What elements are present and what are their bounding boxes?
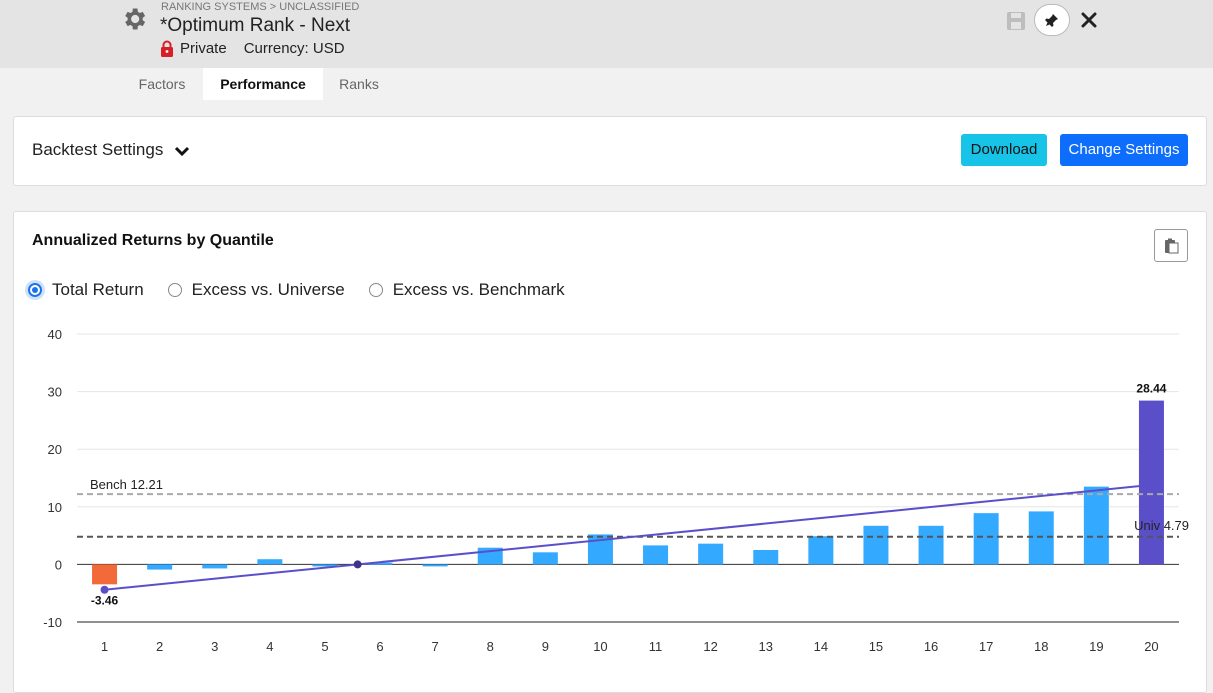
x-tick-label: 12 — [703, 639, 717, 654]
x-tick-label: 1 — [101, 639, 108, 654]
y-tick-label: 40 — [48, 327, 62, 342]
bar — [753, 550, 779, 565]
chart-panel: 40 30 20 10 0 -10 1 2 3 4 5 6 7 8 9 10 11 12 13 14 15 16 17 18 1… — [13, 211, 1207, 693]
currency-label: Currency: USD — [243, 40, 345, 57]
backtest-settings-toggle[interactable]: Backtest Settings — [32, 140, 164, 159]
x-tick-label: 5 — [321, 639, 328, 654]
chart-title: Annualized Returns by Quantile — [32, 232, 274, 249]
bar — [1028, 511, 1054, 565]
radio-excess-benchmark[interactable]: Excess vs. Benchmark — [368, 280, 565, 300]
clipboard-icon — [1165, 238, 1179, 253]
lock-icon — [161, 40, 173, 57]
close-icon — [1081, 12, 1097, 28]
bar — [863, 525, 889, 565]
save-icon[interactable] — [1006, 11, 1026, 31]
x-tick-label: 11 — [649, 639, 663, 654]
header-bar: RANKING SYSTEMS > UNCLASSIFIED *Optimum … — [0, 0, 1213, 68]
x-tick-label: 8 — [487, 639, 494, 654]
x-tick-label: 4 — [266, 639, 273, 654]
univ-label: Univ 4.79 — [1134, 518, 1189, 533]
data-label: 28.44 — [1136, 382, 1166, 396]
system-meta: Private Currency: USD — [160, 40, 345, 57]
x-tick-label: 14 — [814, 639, 828, 654]
bar — [312, 564, 338, 567]
return-type-radios: Total Return Excess vs. Universe Excess … — [28, 276, 589, 304]
tab-bar: Factors Performance Ranks — [0, 68, 1213, 100]
x-tick-label: 10 — [593, 639, 607, 654]
bar — [1083, 486, 1109, 565]
tab-performance[interactable]: Performance — [203, 68, 323, 100]
x-tick-label: 18 — [1034, 639, 1048, 654]
close-button[interactable] — [1078, 9, 1100, 31]
x-tick-label: 3 — [211, 639, 218, 654]
tab-factors[interactable]: Factors — [138, 76, 186, 92]
data-label: -3.46 — [91, 593, 119, 607]
y-tick-label: 30 — [48, 385, 62, 400]
y-tick-label: 0 — [55, 557, 62, 572]
radio-dot[interactable] — [28, 283, 42, 297]
bar — [973, 513, 999, 565]
x-tick-label: 6 — [376, 639, 383, 654]
y-tick-label: 10 — [48, 500, 62, 515]
bar — [202, 564, 228, 569]
tab-ranks[interactable]: Ranks — [339, 76, 379, 92]
x-tick-label: 7 — [432, 639, 439, 654]
radio-dot[interactable] — [368, 283, 383, 297]
y-tick-label: -10 — [43, 615, 62, 630]
radio-excess-universe[interactable]: Excess vs. Universe — [167, 280, 345, 300]
x-tick-label: 9 — [542, 639, 549, 654]
bench-label: Bench 12.21 — [90, 477, 163, 492]
trend-line — [104, 483, 1152, 591]
y-tick-label: 20 — [48, 442, 62, 457]
page-title: *Optimum Rank - Next — [160, 15, 351, 36]
x-tick-label: 20 — [1144, 639, 1158, 654]
privacy-label: Private — [180, 40, 227, 57]
bar — [422, 564, 448, 567]
x-tick-label: 2 — [156, 639, 163, 654]
radio-dot[interactable] — [167, 283, 182, 297]
pin-icon — [1045, 14, 1058, 27]
x-tick-label: 13 — [759, 639, 773, 654]
trend-point — [100, 585, 109, 594]
backtest-settings-panel: Backtest Settings Download Change Settin… — [13, 116, 1207, 186]
pin-button[interactable] — [1034, 4, 1070, 36]
download-button[interactable]: Download — [961, 134, 1047, 166]
x-tick-label: 16 — [924, 639, 938, 654]
radio-label: Excess vs. Benchmark — [392, 280, 565, 299]
change-settings-button[interactable]: Change Settings — [1060, 134, 1188, 166]
gear-icon[interactable] — [120, 5, 148, 33]
x-tick-label: 19 — [1089, 639, 1103, 654]
bar — [1138, 400, 1164, 565]
chevron-down-icon[interactable] — [174, 145, 190, 157]
copy-button[interactable] — [1154, 229, 1188, 262]
x-tick-label: 15 — [869, 639, 883, 654]
bar — [643, 545, 669, 565]
x-tick-label: 17 — [979, 639, 993, 654]
radio-label: Total Return — [52, 280, 144, 299]
breadcrumb[interactable]: RANKING SYSTEMS > UNCLASSIFIED — [161, 1, 360, 13]
bar — [92, 564, 118, 585]
bar — [698, 543, 724, 565]
bar — [367, 562, 393, 565]
bar — [918, 525, 944, 565]
bar — [257, 559, 283, 565]
bar — [532, 552, 558, 565]
bar — [808, 536, 834, 565]
trend-point — [353, 560, 362, 569]
radio-label: Excess vs. Universe — [191, 280, 345, 299]
radio-total-return[interactable]: Total Return — [28, 280, 144, 300]
bar — [147, 564, 173, 570]
